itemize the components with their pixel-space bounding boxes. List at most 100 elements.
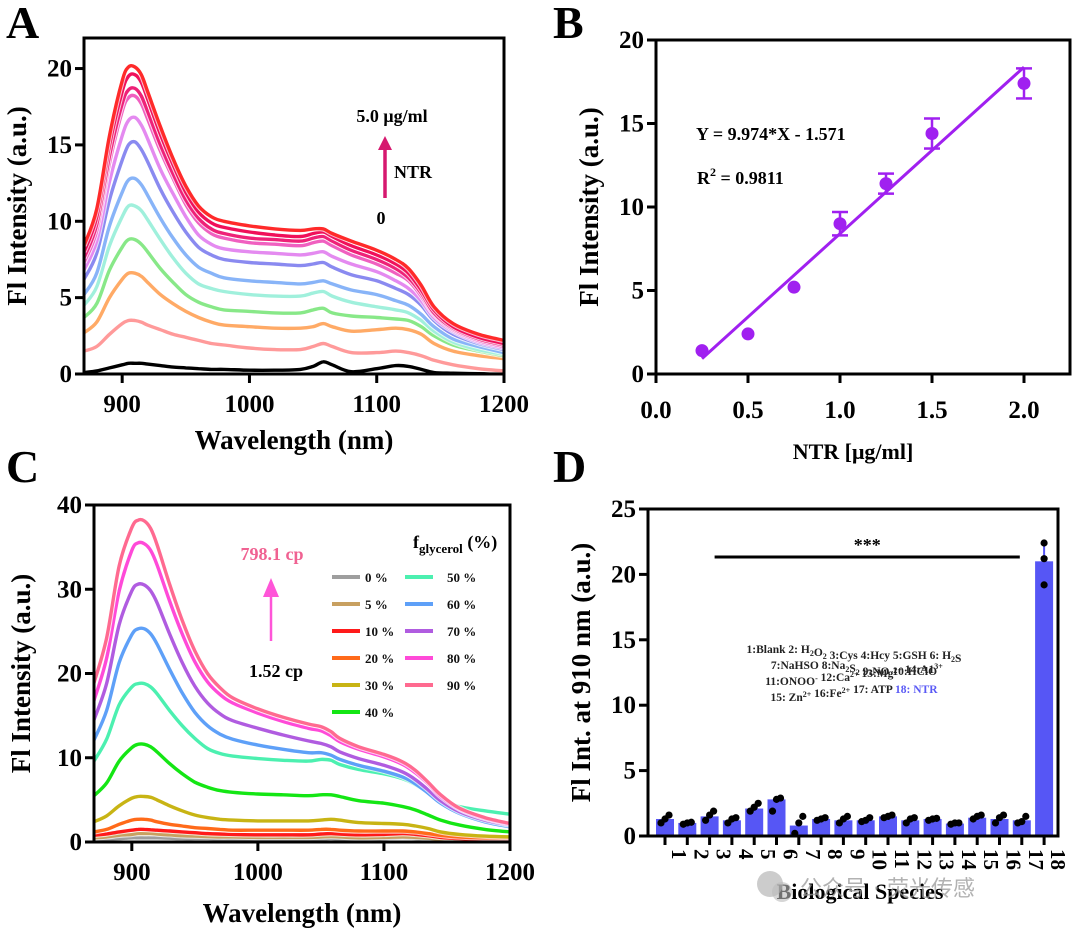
d-xtick-label: 8 (823, 849, 847, 860)
d-ytick-label: 0 (624, 823, 637, 850)
d-bar-18 (1035, 561, 1054, 836)
d-ytick-label: 25 (611, 496, 636, 523)
b-data-point-0 (695, 344, 709, 358)
a-ytick-label: 10 (47, 208, 72, 235)
panel-label-a: A (6, 0, 39, 48)
d-legend-text: 15: Zn (770, 692, 803, 704)
d-data-point (866, 814, 874, 822)
d-legend-sub: 2 (856, 668, 860, 677)
d-legend-text: 12:Ca (818, 672, 851, 684)
a-series-line-10 (84, 72, 504, 346)
d-data-point (768, 807, 777, 815)
c-series-line-8 (94, 582, 510, 827)
c-legend-item: 40 % (332, 705, 394, 720)
d-xtick-label: 13 (935, 849, 959, 870)
a-annotation-top: 5.0 μg/ml (356, 106, 427, 126)
d-data-point (910, 814, 918, 822)
c-legend-label: 50 % (447, 570, 476, 585)
c-legend-item: 5 % (332, 597, 388, 612)
d-data-point (1040, 555, 1048, 563)
d-legend-text: 11:ONOO (765, 676, 815, 688)
d-legend-text: 1:Blank 2: H (747, 644, 810, 656)
c-legend-label: 5 % (365, 597, 388, 612)
b-r-sup: 2 (710, 165, 716, 179)
b-xtick-label: 1.0 (824, 397, 855, 424)
d-data-point (702, 816, 710, 824)
c-legend-item: 60 % (405, 597, 476, 612)
c-ytick-label: 40 (57, 492, 82, 519)
d-legend-sup: 2+ (803, 690, 812, 699)
a-series-line-11 (84, 63, 504, 343)
a-xtick-label: 1100 (352, 391, 401, 418)
b-data-point-3 (833, 217, 847, 231)
b-data-point-1 (741, 327, 755, 341)
panel-b-chart: 0 5 10 15 20 0.0 0.5 1.0 1.5 2.0 NTR [μg/ml] Fl Int… (574, 27, 1072, 464)
d-legend-text: 17: ATP (850, 684, 895, 696)
c-legend-item: 70 % (405, 624, 476, 639)
c-xtick-label: 1200 (485, 859, 535, 886)
c-annotation-top: 798.1 cp (241, 544, 304, 564)
c-series-line-4 (94, 794, 510, 839)
c-legend-item: 10 % (332, 624, 394, 639)
d-ytick-label: 20 (611, 561, 636, 588)
c-legend-item: 80 % (405, 651, 476, 666)
panel-label-b: B (553, 0, 584, 48)
watermark-text: 公众号 · 荧光传感 (800, 877, 975, 902)
d-legend-text: 9:NO 10:HClO (860, 666, 937, 678)
c-legend-label: 0 % (365, 570, 388, 585)
c-legend-title-part: (%) (463, 532, 498, 553)
d-data-point (754, 799, 762, 807)
a-series-line-1 (84, 318, 504, 373)
c-series-group (94, 516, 510, 842)
a-ytick-label: 5 (60, 285, 73, 312)
a-series-line-3 (84, 237, 504, 358)
d-x-axis-title: Biological Species (777, 879, 944, 904)
d-xtick-label: 14 (957, 849, 981, 871)
d-xtick-label: 18 (1046, 849, 1070, 870)
d-data-point (991, 819, 1000, 827)
d-data-point (955, 819, 963, 827)
d-xtick-label: 6 (779, 849, 803, 860)
a-ytick-label: 15 (47, 132, 72, 159)
b-data-point-6 (1017, 76, 1031, 90)
d-ytick-label: 10 (611, 692, 636, 719)
b-r-label: R (697, 168, 711, 188)
d-xtick-label: 1 (667, 849, 691, 860)
b-ytick-label: 20 (619, 27, 644, 54)
c-series-line-10 (94, 517, 510, 826)
a-y-axis-title: Fl Intensity (a.u.) (2, 106, 32, 306)
panel-c-chart: 0 10 20 30 40 900 1000 1100 1200 Wavelength (nm) F… (6, 492, 535, 928)
c-legend-item: 0 % (332, 570, 388, 585)
b-r-value: = 0.9811 (716, 168, 784, 188)
c-annotation-bottom: 1.52 cp (249, 661, 303, 681)
c-legend-title: fglycerol (%) (413, 532, 497, 556)
d-legend-sup: 2+ (842, 686, 851, 695)
a-ytick-label: 20 (47, 56, 72, 83)
d-data-point (799, 812, 807, 820)
d-xtick-label: 11 (890, 849, 914, 869)
c-ytick-label: 30 (57, 576, 82, 603)
panel-a-chart: 0 5 10 15 20 900 1000 1100 1200 Wavelength (nm) Fl… (2, 36, 529, 455)
c-legend-title-part: f (413, 532, 420, 552)
c-xtick-label: 900 (113, 859, 151, 886)
panel-d-chart: 0510152025123456789101112131415161718Bio… (566, 496, 1070, 904)
c-legend-item: 20 % (332, 651, 394, 666)
d-xtick-label: 17 (1024, 849, 1048, 870)
d-legend-sub: 2 (951, 655, 955, 664)
d-data-point (687, 818, 695, 826)
a-xtick-label: 1000 (224, 391, 274, 418)
c-ytick-label: 20 (57, 661, 82, 688)
c-legend-label: 80 % (447, 651, 476, 666)
d-data-point (888, 811, 896, 819)
d-data-point (843, 812, 852, 820)
a-series-line-6 (84, 139, 504, 352)
d-significance-label: *** (854, 535, 881, 555)
d-xtick-label: 4 (734, 849, 758, 860)
d-legend-sup: 2+ (850, 670, 859, 679)
d-y-axis-title: Fl Int. at 910 nm (a.u.) (566, 543, 596, 803)
d-legend-text: 13:Mg (859, 668, 894, 680)
b-xtick-label: 1.5 (916, 397, 947, 424)
a-arrow-head-icon (378, 136, 392, 150)
c-legend-label: 30 % (365, 678, 394, 693)
